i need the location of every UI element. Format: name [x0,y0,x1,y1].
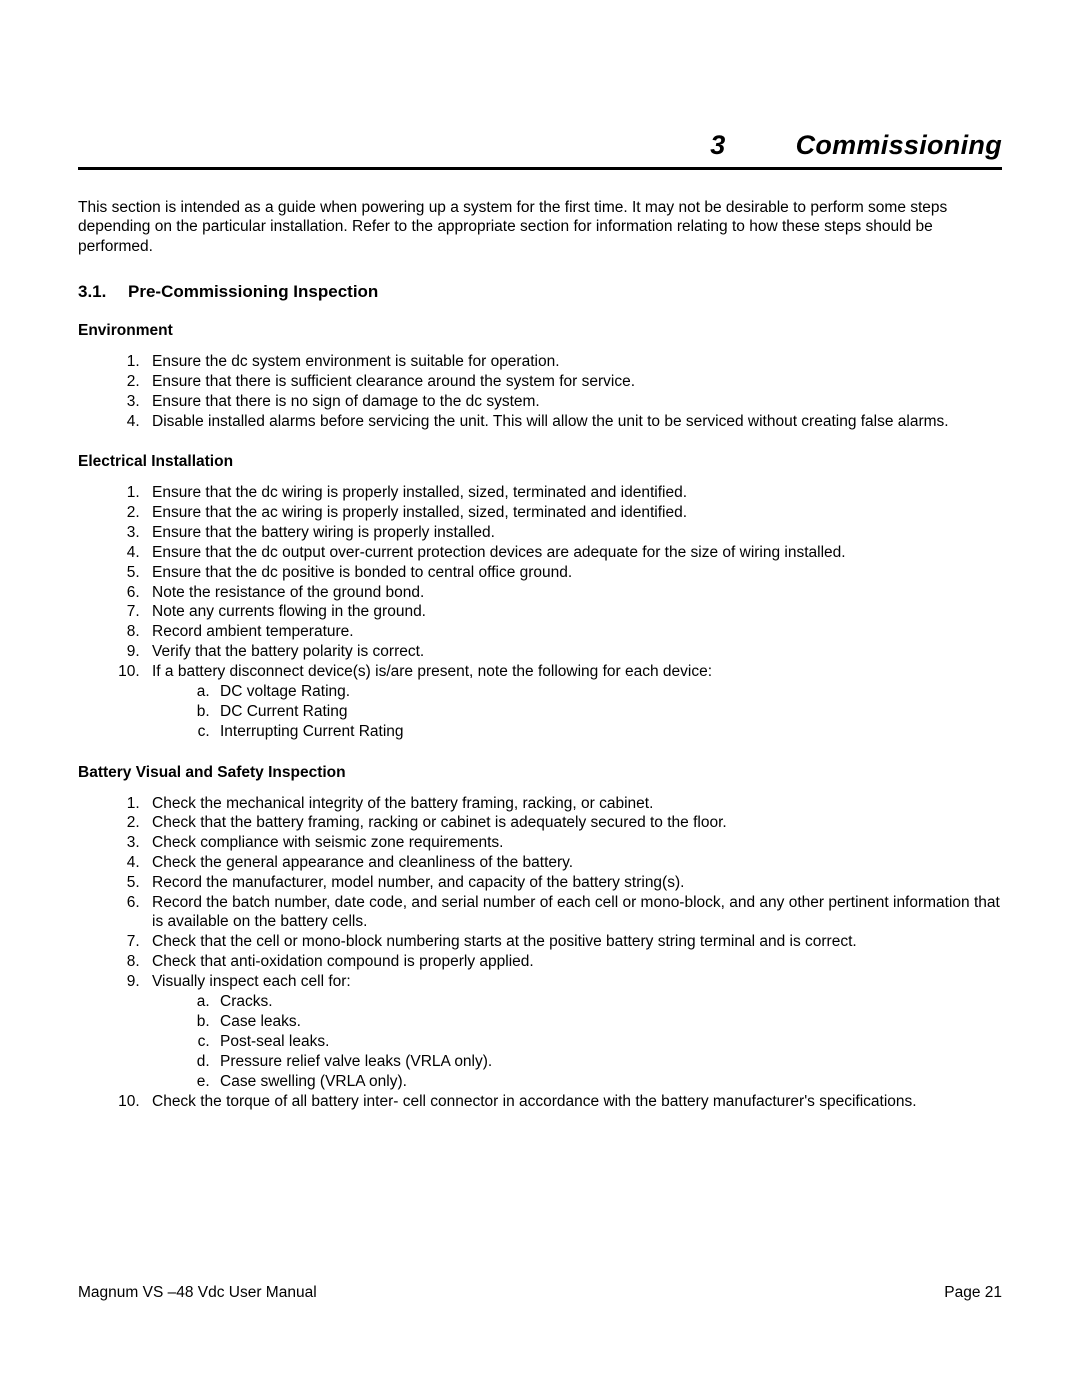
list-item: Case leaks. [214,1012,1002,1031]
footer-right: Page 21 [944,1284,1002,1302]
list-item: Note any currents flowing in the ground. [144,602,1002,621]
section-heading: 3.1.Pre-Commissioning Inspection [78,282,1002,302]
list-item: Cracks. [214,992,1002,1011]
chapter-number: 3 [710,130,725,161]
chapter-title: Commissioning [796,130,1002,160]
list-item: Check that the cell or mono-block number… [144,932,1002,951]
footer-left: Magnum VS –48 Vdc User Manual [78,1284,317,1302]
page-content: 3 Commissioning This section is intended … [0,0,1080,1111]
battery-list: Check the mechanical integrity of the ba… [78,794,1002,1112]
list-item: Check that the battery framing, racking … [144,813,1002,832]
list-item: Interrupting Current Rating [214,722,1002,741]
electrical-list: Ensure that the dc wiring is properly in… [78,483,1002,741]
list-item: Ensure that the ac wiring is properly in… [144,503,1002,522]
list-item: Check the mechanical integrity of the ba… [144,794,1002,813]
list-item: Ensure that the dc output over-current p… [144,543,1002,562]
list-item: Check compliance with seismic zone requi… [144,833,1002,852]
list-item: Ensure the dc system environment is suit… [144,352,1002,371]
intro-paragraph: This section is intended as a guide when… [78,198,1002,256]
list-item: Check the general appearance and cleanli… [144,853,1002,872]
list-item: Ensure that the dc positive is bonded to… [144,563,1002,582]
list-item: Visually inspect each cell for: Cracks. … [144,972,1002,1091]
list-item: Record the batch number, date code, and … [144,893,1002,932]
list-item: Verify that the battery polarity is corr… [144,642,1002,661]
section-title: Pre-Commissioning Inspection [128,282,378,301]
section-number: 3.1. [78,282,128,302]
subsection-battery-heading: Battery Visual and Safety Inspection [78,764,1002,782]
list-item: Post-seal leaks. [214,1032,1002,1051]
list-item: DC voltage Rating. [214,682,1002,701]
list-item-text: Visually inspect each cell for: [152,973,351,990]
list-item: Ensure that there is no sign of damage t… [144,392,1002,411]
list-item: DC Current Rating [214,702,1002,721]
list-item: Ensure that there is sufficient clearanc… [144,372,1002,391]
list-item: Case swelling (VRLA only). [214,1072,1002,1091]
subsection-environment-heading: Environment [78,322,1002,340]
chapter-header: 3 Commissioning [78,130,1002,170]
environment-list: Ensure the dc system environment is suit… [78,352,1002,431]
list-item: Record ambient temperature. [144,622,1002,641]
page-footer: Magnum VS –48 Vdc User Manual Page 21 [78,1284,1002,1302]
list-item: Record the manufacturer, model number, a… [144,873,1002,892]
subsection-electrical-heading: Electrical Installation [78,453,1002,471]
list-item: Check the torque of all battery inter- c… [144,1092,1002,1111]
list-item: Pressure relief valve leaks (VRLA only). [214,1052,1002,1071]
list-item: Check that anti-oxidation compound is pr… [144,952,1002,971]
list-item: Ensure that the battery wiring is proper… [144,523,1002,542]
list-item: Disable installed alarms before servicin… [144,412,1002,431]
list-item: Ensure that the dc wiring is properly in… [144,483,1002,502]
list-item-text: If a battery disconnect device(s) is/are… [152,663,712,680]
cell-inspect-sublist: Cracks. Case leaks. Post-seal leaks. Pre… [152,992,1002,1091]
list-item: If a battery disconnect device(s) is/are… [144,662,1002,742]
list-item: Note the resistance of the ground bond. [144,583,1002,602]
disconnect-sublist: DC voltage Rating. DC Current Rating Int… [152,682,1002,741]
